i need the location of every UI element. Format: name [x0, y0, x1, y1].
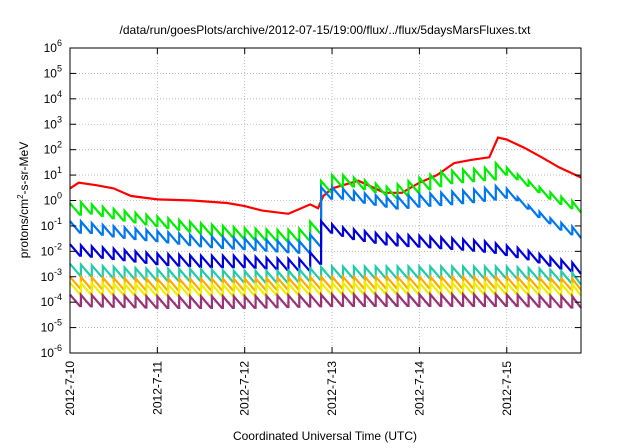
- y-tick-label: 106: [44, 38, 62, 55]
- x-tick-label: 2012-7-10: [63, 361, 77, 416]
- y-tick-label-base: 10: [41, 346, 55, 360]
- x-tick-label: 2012-7-15: [500, 361, 514, 416]
- y-tick-label-exp: 1: [57, 165, 62, 175]
- x-tick-label: 2012-7-13: [325, 361, 339, 416]
- y-tick-label-exp: 4: [57, 89, 62, 99]
- y-tick-label-base: 10: [41, 270, 55, 284]
- y-tick-label-base: 10: [44, 117, 58, 131]
- y-tick-label: 10-1: [41, 216, 62, 233]
- y-axis-label: protons/cm2-s-sr-MeV: [16, 142, 31, 258]
- series-line-8: [69, 291, 582, 309]
- y-axis-label-sup: 2: [16, 194, 25, 199]
- y-tick-label-exp: 6: [57, 38, 62, 48]
- y-tick-label-exp: -5: [54, 318, 62, 328]
- y-tick-label: 10-5: [41, 318, 62, 335]
- y-tick-label: 10-2: [41, 241, 62, 258]
- y-tick-label-base: 10: [44, 66, 58, 80]
- y-axis-label-pre: protons/cm: [17, 199, 31, 258]
- y-tick-label-exp: -2: [54, 241, 62, 251]
- y-tick-label-base: 10: [41, 244, 55, 258]
- x-tick-label: 2012-7-11: [150, 361, 164, 415]
- y-tick-label-base: 10: [44, 194, 58, 208]
- y-tick-label: 105: [44, 63, 62, 80]
- y-tick-label: 103: [44, 114, 62, 131]
- y-tick-label-base: 10: [41, 321, 55, 335]
- y-tick-label: 10-4: [41, 292, 62, 309]
- y-axis-label-post: -s-sr-MeV: [17, 142, 31, 195]
- y-tick-label-base: 10: [44, 92, 58, 106]
- y-tick-label-exp: 5: [57, 63, 62, 73]
- y-tick-label: 100: [44, 191, 62, 208]
- y-tick-label: 101: [44, 165, 62, 182]
- y-tick-label: 104: [44, 89, 62, 106]
- y-tick-label-base: 10: [44, 168, 58, 182]
- y-tick-label-base: 10: [41, 219, 55, 233]
- x-axis-label: Coordinated Universal Time (UTC): [233, 429, 417, 443]
- y-tick-label: 10-6: [41, 343, 62, 360]
- grid: [70, 48, 581, 353]
- series-line-2: [69, 160, 582, 243]
- y-tick-label-exp: -6: [54, 343, 62, 353]
- y-tick-label-base: 10: [41, 295, 55, 309]
- y-tick-label-exp: 0: [57, 191, 62, 201]
- y-tick-label-exp: 3: [57, 114, 62, 124]
- y-tick-label-exp: -1: [54, 216, 62, 226]
- series-line-3: [69, 183, 582, 254]
- y-tick-label-base: 10: [44, 41, 58, 55]
- series-line-7: [69, 279, 582, 297]
- y-tick-label-exp: 2: [57, 140, 62, 150]
- series-line-1: [69, 136, 582, 215]
- x-tick-label: 2012-7-12: [238, 361, 252, 416]
- chart-title: /data/run/goesPlots/archive/2012-07-15/1…: [120, 23, 532, 37]
- x-ticks: 2012-7-10 2012-7-11 2012-7-12 2012-7-13 2012…: [63, 48, 514, 416]
- y-tick-label: 10-3: [41, 267, 62, 284]
- y-tick-label-base: 10: [44, 143, 58, 157]
- y-tick-label-exp: -4: [54, 292, 62, 302]
- x-tick-label: 2012-7-14: [412, 361, 426, 416]
- y-tick-label: 102: [44, 140, 62, 157]
- y-tick-label-exp: -3: [54, 267, 62, 277]
- series-line-4: [69, 218, 582, 275]
- y-ticks: 10-610-510-410-310-210-11001011021031041…: [41, 38, 581, 360]
- series-layer: [69, 136, 582, 309]
